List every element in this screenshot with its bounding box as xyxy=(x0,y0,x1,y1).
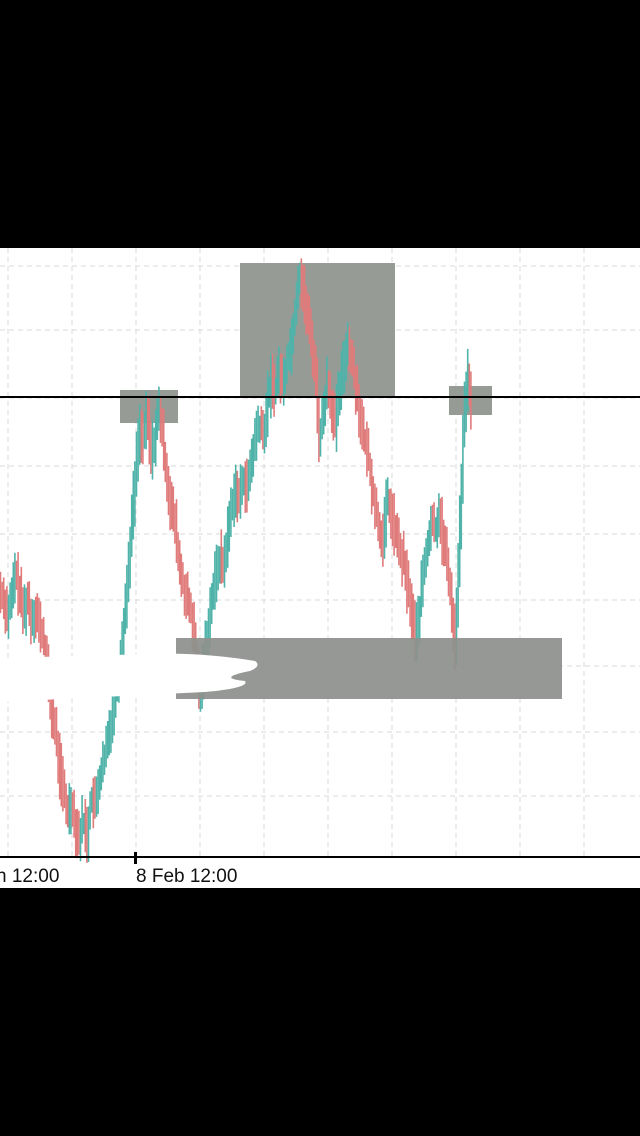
support-layer xyxy=(0,638,562,702)
chart-panel: n 12:00 8 Feb 12:00 xyxy=(0,248,640,888)
x-tick-label: n 12:00 xyxy=(0,866,59,887)
x-axis-tick xyxy=(134,852,137,864)
candlestick-chart: n 12:00 8 Feb 12:00 xyxy=(0,248,640,887)
redaction-smear xyxy=(0,653,258,702)
x-tick-label: 8 Feb 12:00 xyxy=(136,866,237,887)
candles xyxy=(0,258,472,863)
